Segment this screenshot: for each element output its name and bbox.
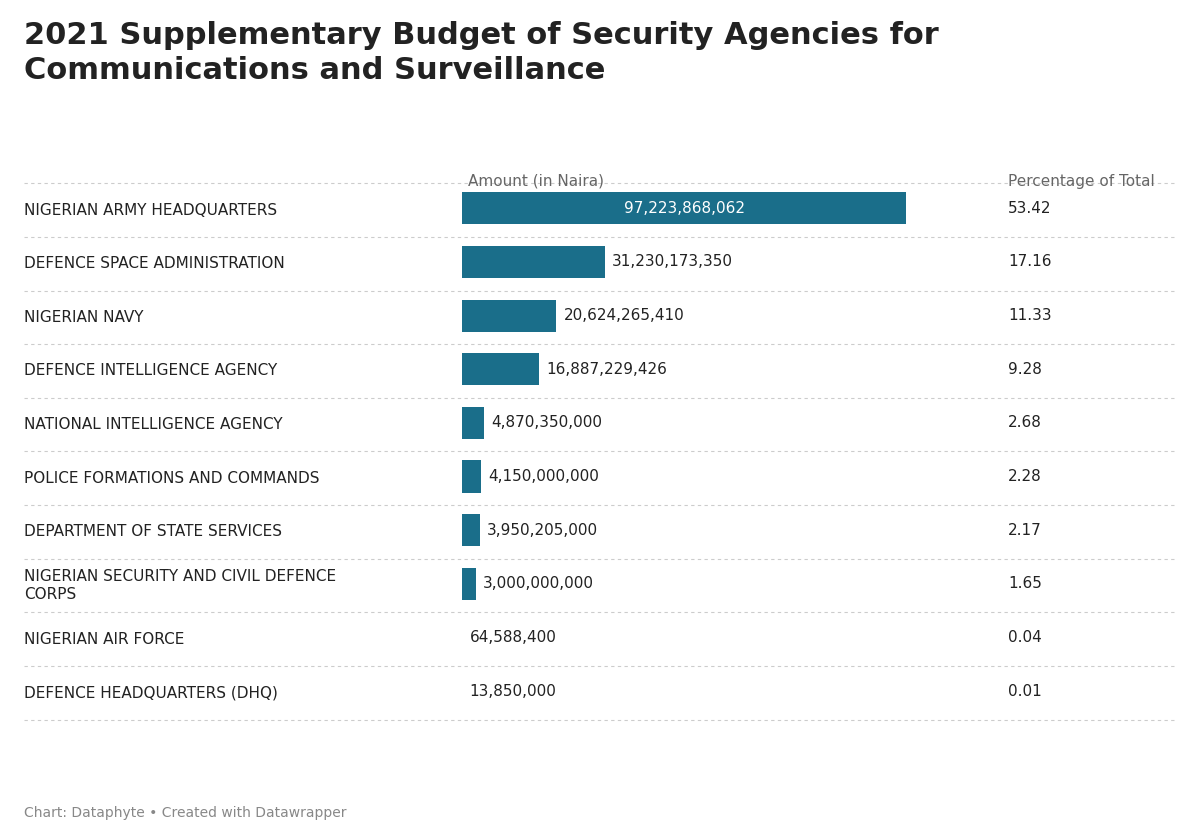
Text: 4,150,000,000: 4,150,000,000	[488, 469, 599, 484]
Text: 16,887,229,426: 16,887,229,426	[546, 362, 667, 377]
Text: NATIONAL INTELLIGENCE AGENCY: NATIONAL INTELLIGENCE AGENCY	[24, 417, 283, 432]
Text: 3,950,205,000: 3,950,205,000	[487, 523, 599, 538]
Bar	[462, 514, 480, 546]
Text: 53.42: 53.42	[1008, 201, 1051, 216]
Text: DEFENCE INTELLIGENCE AGENCY: DEFENCE INTELLIGENCE AGENCY	[24, 364, 277, 379]
Text: 0.04: 0.04	[1008, 630, 1042, 645]
Text: 4,870,350,000: 4,870,350,000	[492, 416, 602, 431]
Text: NIGERIAN ARMY HEADQUARTERS: NIGERIAN ARMY HEADQUARTERS	[24, 203, 277, 218]
Text: DEFENCE HEADQUARTERS (DHQ): DEFENCE HEADQUARTERS (DHQ)	[24, 685, 278, 701]
Text: 2.28: 2.28	[1008, 469, 1042, 484]
Text: DEFENCE SPACE ADMINISTRATION: DEFENCE SPACE ADMINISTRATION	[24, 256, 284, 272]
Text: 2.68: 2.68	[1008, 416, 1042, 431]
Text: NIGERIAN NAVY: NIGERIAN NAVY	[24, 310, 144, 325]
Text: 9.28: 9.28	[1008, 362, 1042, 377]
Bar	[462, 567, 475, 600]
Text: 13,850,000: 13,850,000	[469, 684, 556, 699]
Text: 2021 Supplementary Budget of Security Agencies for
Communications and Surveillan: 2021 Supplementary Budget of Security Ag…	[24, 21, 938, 85]
Text: NIGERIAN AIR FORCE: NIGERIAN AIR FORCE	[24, 632, 185, 647]
Text: 64,588,400: 64,588,400	[469, 630, 557, 645]
Text: 0.01: 0.01	[1008, 684, 1042, 699]
Bar	[462, 246, 605, 278]
Bar	[462, 460, 481, 493]
Text: POLICE FORMATIONS AND COMMANDS: POLICE FORMATIONS AND COMMANDS	[24, 471, 319, 486]
Bar	[462, 299, 556, 332]
Text: Amount (in Naira): Amount (in Naira)	[468, 173, 604, 189]
Bar	[462, 353, 539, 385]
Text: 17.16: 17.16	[1008, 255, 1051, 270]
Text: 2.17: 2.17	[1008, 523, 1042, 538]
Text: 1.65: 1.65	[1008, 577, 1042, 592]
Text: 3,000,000,000: 3,000,000,000	[482, 577, 594, 592]
Text: 11.33: 11.33	[1008, 308, 1051, 323]
Text: 20,624,265,410: 20,624,265,410	[563, 308, 684, 323]
Text: DEPARTMENT OF STATE SERVICES: DEPARTMENT OF STATE SERVICES	[24, 525, 282, 540]
Text: Chart: Dataphyte • Created with Datawrapper: Chart: Dataphyte • Created with Datawrap…	[24, 805, 347, 820]
Text: NIGERIAN SECURITY AND CIVIL DEFENCE
CORPS: NIGERIAN SECURITY AND CIVIL DEFENCE CORP…	[24, 569, 336, 602]
Text: 31,230,173,350: 31,230,173,350	[612, 255, 733, 270]
Bar	[462, 192, 906, 225]
Bar	[462, 406, 485, 439]
Text: 97,223,868,062: 97,223,868,062	[624, 201, 744, 216]
Text: Percentage of Total: Percentage of Total	[1008, 173, 1154, 189]
